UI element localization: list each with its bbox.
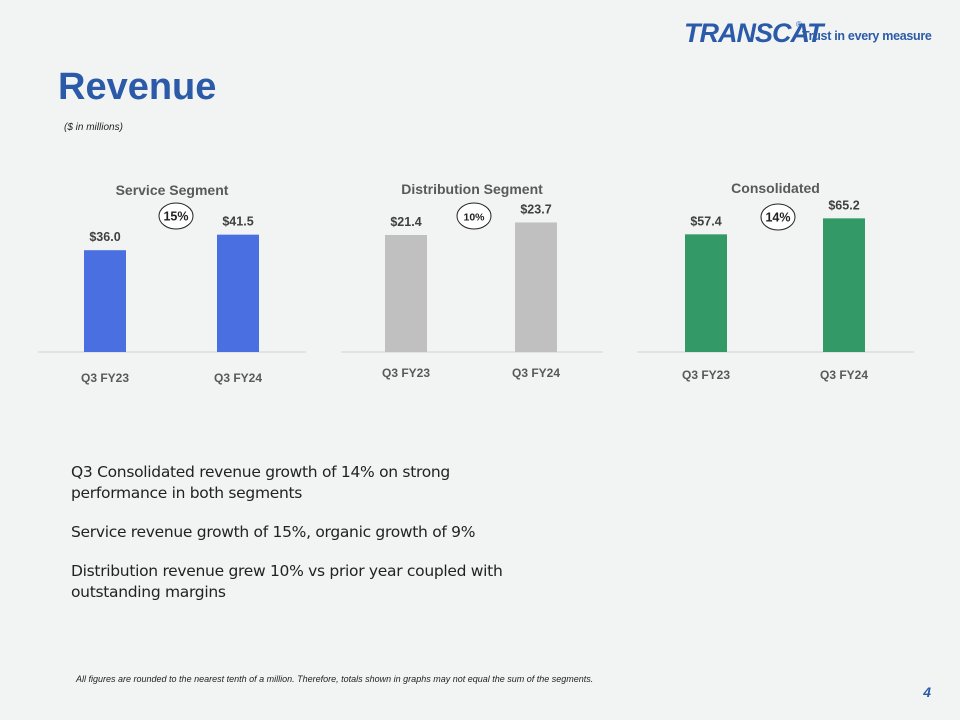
growth-badge	[158, 202, 194, 230]
bar	[515, 222, 557, 352]
data-label: $65.2	[828, 198, 859, 212]
bar	[84, 250, 126, 352]
page-number: 4	[923, 684, 931, 700]
key-point: Service revenue growth of 15%, organic g…	[71, 523, 476, 541]
growth-label: 14%	[765, 211, 790, 225]
revenue-charts: Service Segment $36.0 Q3 FY23 $41.5 Q3 FY24 1…	[38, 180, 914, 385]
bar	[385, 235, 427, 352]
category-label: Q3 FY24	[214, 371, 262, 385]
data-label: $41.5	[222, 215, 253, 229]
bar	[217, 234, 259, 352]
bar	[685, 234, 727, 352]
data-label: $36.0	[89, 230, 120, 244]
category-label: Q3 FY23	[682, 368, 730, 382]
category-label: Q3 FY24	[512, 366, 560, 380]
chart-title: Service Segment	[116, 182, 229, 198]
growth-label: 10%	[463, 212, 485, 224]
page-title: Revenue	[58, 66, 217, 108]
bar	[823, 218, 865, 352]
data-label: $57.4	[690, 214, 721, 228]
footnote: All figures are rounded to the nearest t…	[76, 674, 594, 684]
growth-label: 15%	[163, 210, 188, 224]
logo-wordmark: TRANSCAT	[684, 18, 823, 48]
data-label: $23.7	[520, 202, 551, 216]
chart-title: Distribution Segment	[401, 181, 543, 197]
category-label: Q3 FY24	[820, 368, 868, 382]
logo-registered-mark: ®	[796, 20, 802, 29]
key-point: Distribution revenue grew 10% vs prior y…	[71, 562, 503, 601]
category-label: Q3 FY23	[81, 371, 129, 385]
category-label: Q3 FY23	[382, 366, 430, 380]
units-note: ($ in millions)	[64, 122, 123, 133]
chart-title: Consolidated	[731, 180, 820, 196]
growth-badge	[456, 202, 492, 230]
key-points-list: Q3 Consolidated revenue growth of 14% on…	[71, 462, 541, 621]
data-label: $21.4	[390, 215, 421, 229]
key-point: Q3 Consolidated revenue growth of 14% on…	[71, 463, 450, 502]
transcat-logo: TRANSCAT ® Trust in every measure	[684, 18, 932, 52]
logo-tagline: Trust in every measure	[802, 29, 932, 43]
growth-badge	[760, 203, 796, 231]
